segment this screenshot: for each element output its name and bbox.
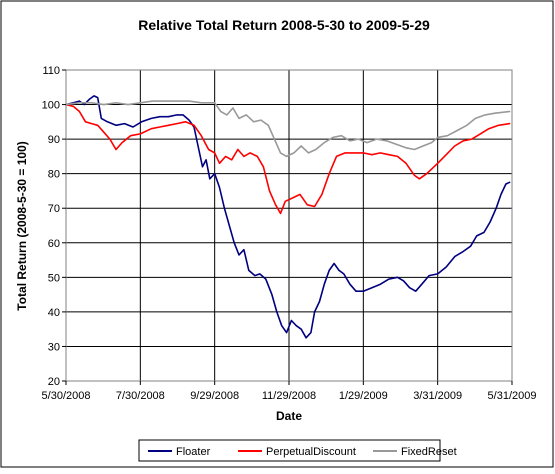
- y-tick-label: 80: [48, 169, 60, 181]
- series-line-perpetualdiscount: [65, 103, 511, 215]
- legend: Floater PerpetualDiscount FixedReset: [138, 439, 457, 462]
- y-tick-label: 50: [48, 272, 60, 284]
- y-tick-label: 20: [48, 376, 60, 388]
- series-line-floater: [65, 95, 511, 339]
- y-axis-ticks: 20 30 40 50 60 70 80 90 100 110: [42, 65, 66, 388]
- legend-box: [138, 439, 441, 462]
- y-tick-label: 100: [42, 100, 60, 112]
- legend-items: Floater PerpetualDiscount FixedReset: [148, 446, 457, 458]
- legend-label-perpetualdiscount: PerpetualDiscount: [266, 446, 356, 458]
- y-tick-label: 70: [48, 203, 60, 215]
- x-tick-label: 9/29/2008: [190, 390, 239, 402]
- y-tick-label: 30: [48, 341, 60, 353]
- y-tick-label: 60: [48, 238, 60, 250]
- x-axis-ticks: 5/30/2008 7/30/2008 9/29/2008 11/29/2008 1/2…: [42, 381, 537, 402]
- x-tick-label: 11/29/2008: [262, 390, 316, 402]
- y-tick-label: 90: [48, 134, 60, 146]
- x-tick-label: 1/29/2009: [339, 390, 388, 402]
- x-tick-label: 7/30/2008: [116, 390, 165, 402]
- y-axis-label: Total Return (2008-5-30 = 100): [15, 141, 29, 311]
- chart-title: Relative Total Return 2008-5-30 to 2009-…: [138, 17, 430, 33]
- x-tick-label: 5/31/2009: [488, 390, 537, 402]
- series-line-fixedreset: [65, 100, 511, 158]
- y-tick-label: 110: [42, 65, 60, 77]
- series-group: [65, 95, 511, 339]
- y-tick-label: 40: [48, 307, 60, 319]
- legend-label-floater: Floater: [176, 446, 211, 458]
- x-axis-label: Date: [276, 409, 302, 423]
- x-tick-label: 3/31/2009: [413, 390, 462, 402]
- legend-label-fixedreset: FixedReset: [401, 446, 457, 458]
- x-tick-label: 5/30/2008: [42, 390, 91, 402]
